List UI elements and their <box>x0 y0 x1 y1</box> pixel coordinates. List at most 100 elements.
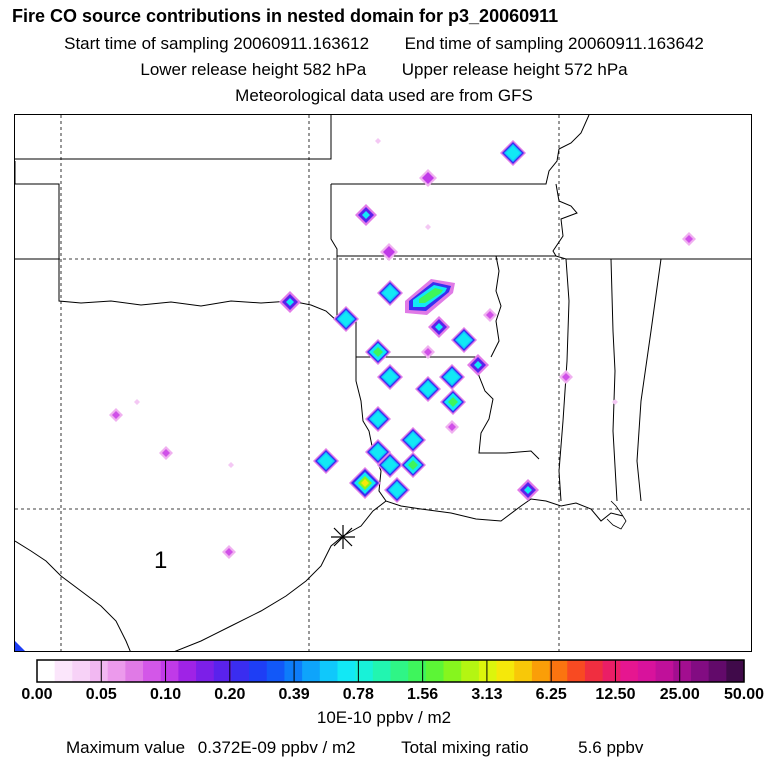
release-height-line: Lower release height 582 hPa Upper relea… <box>0 60 768 80</box>
color-scale-swatch <box>213 660 233 682</box>
concentration-cell <box>682 232 696 246</box>
color-scale-swatch <box>496 660 515 682</box>
color-scale-tick-label: 0.10 <box>149 686 182 703</box>
color-scale-tick-label: 1.56 <box>407 686 439 703</box>
color-scale-tick-label: 0.00 <box>21 686 53 703</box>
start-time-label: Start time of sampling <box>64 34 229 53</box>
color-scale-swatch <box>408 660 427 682</box>
concentration-cell <box>349 467 381 499</box>
color-scale-swatch <box>531 660 551 682</box>
concentration-cell <box>425 224 431 230</box>
concentration-cell <box>400 427 426 453</box>
color-scale-swatch <box>37 660 56 682</box>
color-scale-swatch <box>196 660 215 682</box>
map-label-number: 1 <box>154 547 167 574</box>
total-mixing-value: 5.6 ppbv <box>578 738 644 757</box>
concentration-cell <box>380 243 398 261</box>
mississippi-delta <box>606 500 627 530</box>
lower-height-value: 582 hPa <box>302 60 367 79</box>
color-scale-tick-label: 0.20 <box>214 686 246 703</box>
color-scale-units: 10E-10 ppbv / m2 <box>316 708 452 727</box>
color-scale-swatch <box>673 660 692 682</box>
asterisk-marker <box>331 525 355 549</box>
color-scale-swatch <box>425 660 445 682</box>
gulf-coastline <box>15 498 624 651</box>
color-scale-swatch <box>337 660 356 682</box>
color-scale-swatch <box>160 660 180 682</box>
color-scale-swatch <box>637 660 657 682</box>
concentration-cell <box>333 306 359 332</box>
color-scale-swatch <box>107 660 126 682</box>
color-scale-tick-label: 50.00 <box>723 686 765 703</box>
concentration-cell <box>451 327 477 353</box>
concentration-cell <box>517 479 539 501</box>
color-scale-swatch <box>690 660 710 682</box>
color-scale-swatch <box>443 660 462 682</box>
concentration-cell <box>439 364 465 390</box>
color-scale-swatch <box>655 660 674 682</box>
concentration-cell <box>612 399 618 405</box>
color-scale-tick-label: 0.78 <box>342 686 374 703</box>
color-scale-swatch <box>90 660 109 682</box>
concentration-cell <box>500 140 526 166</box>
color-scale-swatch <box>72 660 91 682</box>
color-scale-swatch <box>478 660 498 682</box>
end-time-value: 20060911.163642 <box>568 34 704 53</box>
concentration-cell <box>415 376 441 402</box>
concentration-cell <box>365 339 391 365</box>
elongated-plume <box>405 279 455 315</box>
color-scale-swatch <box>143 660 162 682</box>
color-scale-swatch <box>355 660 374 682</box>
concentration-cell <box>159 446 173 460</box>
color-scale-swatch <box>249 660 268 682</box>
concentration-cell <box>428 316 450 338</box>
concentration-cell <box>279 291 301 313</box>
map-panel: 1 <box>14 114 752 652</box>
max-value: 0.372E-09 ppbv / m2 <box>197 738 356 757</box>
concentration-cell <box>400 452 426 478</box>
concentration-cell <box>109 408 123 422</box>
concentration-cell <box>355 204 377 226</box>
color-scale-swatches <box>37 660 745 682</box>
color-scale-tick-label: 3.13 <box>471 686 503 703</box>
color-scale-tick-label: 12.50 <box>595 686 636 703</box>
upper-height-label: Upper release height <box>401 60 560 79</box>
color-scale-swatch <box>54 660 73 682</box>
color-scale-swatch <box>602 660 621 682</box>
color-scale-bar <box>36 659 745 683</box>
color-scale-swatch <box>284 660 303 682</box>
concentration-cell <box>377 452 403 478</box>
concentration-cell <box>222 545 236 559</box>
color-scale-swatch <box>620 660 639 682</box>
color-scale-swatch <box>266 660 286 682</box>
color-scale-swatch <box>726 660 745 682</box>
concentration-cell <box>377 280 403 306</box>
concentration-cell <box>467 354 489 376</box>
color-scale-swatch <box>461 660 480 682</box>
color-scale-swatch <box>178 660 197 682</box>
max-value-label: Maximum value <box>66 738 186 757</box>
concentration-cell <box>375 138 381 144</box>
concentration-cell <box>134 399 140 405</box>
color-scale-swatch <box>372 660 392 682</box>
color-scale-swatch <box>302 660 321 682</box>
concentration-cell <box>559 370 573 384</box>
start-time-value: 20060911.163612 <box>233 34 370 53</box>
concentration-cell <box>228 462 234 468</box>
color-scale-swatch <box>231 660 250 682</box>
color-scale-swatch <box>319 660 339 682</box>
color-scale-swatch <box>514 660 533 682</box>
color-scale-tick-label: 6.25 <box>535 686 567 703</box>
met-data-note: Meteorological data used are from GFS <box>235 86 533 105</box>
concentration-cells <box>109 138 696 559</box>
total-mixing-label: Total mixing ratio <box>401 738 529 757</box>
concentration-cell <box>377 364 403 390</box>
color-scale-swatch <box>567 660 586 682</box>
map-canvas: 1 <box>15 115 751 651</box>
concentration-cell <box>365 406 391 432</box>
concentration-cell <box>421 345 435 359</box>
upper-height-value: 572 hPa <box>564 60 628 79</box>
concentration-cell <box>440 389 466 415</box>
lower-height-label: Lower release height <box>140 60 299 79</box>
concentration-cell <box>445 420 459 434</box>
